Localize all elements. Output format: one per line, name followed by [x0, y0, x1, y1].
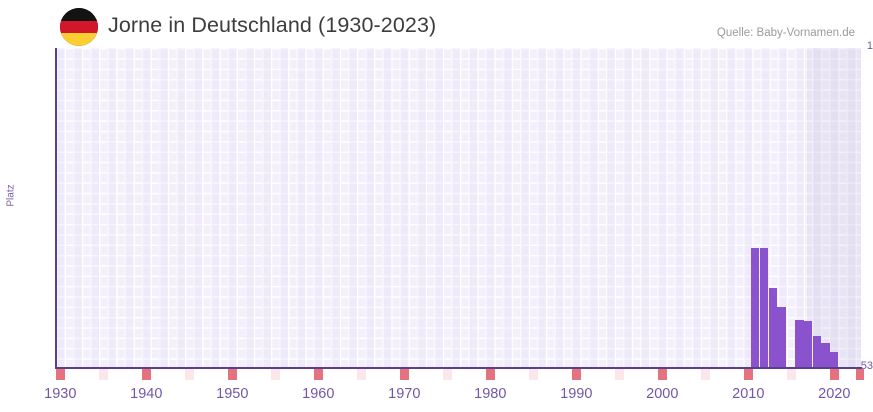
- bar-2013[interactable]: [795, 320, 804, 368]
- bar-2015[interactable]: [812, 336, 822, 368]
- plot-area: [56, 48, 861, 368]
- bar-2014[interactable]: [803, 321, 813, 368]
- x-tick-label-1980: 1980: [474, 386, 507, 402]
- x-tick-label-1970: 1970: [388, 386, 421, 402]
- x-tick-marker-1950: [228, 369, 237, 380]
- bar-2008[interactable]: [750, 248, 760, 368]
- x-tick-marker-1985: [529, 369, 538, 380]
- x-tick-marker-1960: [314, 369, 323, 380]
- bar-2010[interactable]: [768, 288, 778, 368]
- x-tick-marker-1930: [56, 369, 65, 380]
- x-tick-marker-1955: [271, 369, 280, 380]
- flag-band-red: [60, 20, 98, 34]
- grid-column-bands: [56, 48, 861, 368]
- x-tick-marker-1970: [400, 369, 409, 380]
- x-tick-marker-2005: [701, 369, 710, 380]
- x-tick-label-2000: 2000: [646, 386, 679, 402]
- forecast-region-shading: [807, 48, 861, 368]
- page-title: Jorne in Deutschland (1930-2023): [108, 13, 437, 37]
- x-tick-label-1940: 1940: [130, 386, 163, 402]
- x-tick-marker-1990: [572, 369, 581, 380]
- x-axis-line: [55, 367, 862, 369]
- x-tick-label-2010: 2010: [732, 386, 765, 402]
- flag-band-gold: [60, 33, 98, 46]
- x-tick-marker-1995: [615, 369, 624, 380]
- x-tick-label-1990: 1990: [560, 386, 593, 402]
- y-axis-title: Platz: [5, 184, 17, 207]
- x-tick-marker-1935: [99, 369, 108, 380]
- x-tick-marker-1965: [357, 369, 366, 380]
- bar-2009[interactable]: [759, 248, 769, 368]
- bar-2018[interactable]: [829, 352, 839, 368]
- y-tick-label-top: 1: [866, 40, 873, 52]
- flag-band-black: [60, 8, 98, 21]
- x-tick-marker-1980: [486, 369, 495, 380]
- x-tick-marker-1945: [185, 369, 194, 380]
- bar-2016[interactable]: [821, 343, 830, 368]
- x-tick-marker-2023: [855, 369, 865, 380]
- y-axis-line: [55, 48, 57, 368]
- x-tick-marker-2015: [787, 369, 796, 380]
- x-tick-label-2020: 2020: [818, 386, 851, 402]
- x-tick-label-1930: 1930: [44, 386, 77, 402]
- x-tick-label-1950: 1950: [216, 386, 249, 402]
- x-tick-label-1960: 1960: [302, 386, 335, 402]
- bar-2011[interactable]: [777, 307, 786, 368]
- grid-lines: [56, 48, 861, 368]
- x-tick-marker-1940: [142, 369, 151, 380]
- german-flag-icon: [60, 8, 98, 46]
- chart-header: Jorne in Deutschland (1930-2023) Quelle:…: [0, 0, 873, 48]
- source-attribution: Quelle: Baby-Vornamen.de: [716, 27, 855, 39]
- x-tick-marker-1975: [443, 369, 452, 380]
- x-tick-marker-2000: [658, 369, 667, 380]
- x-tick-marker-2020: [830, 369, 839, 380]
- x-tick-marker-2010: [744, 369, 753, 380]
